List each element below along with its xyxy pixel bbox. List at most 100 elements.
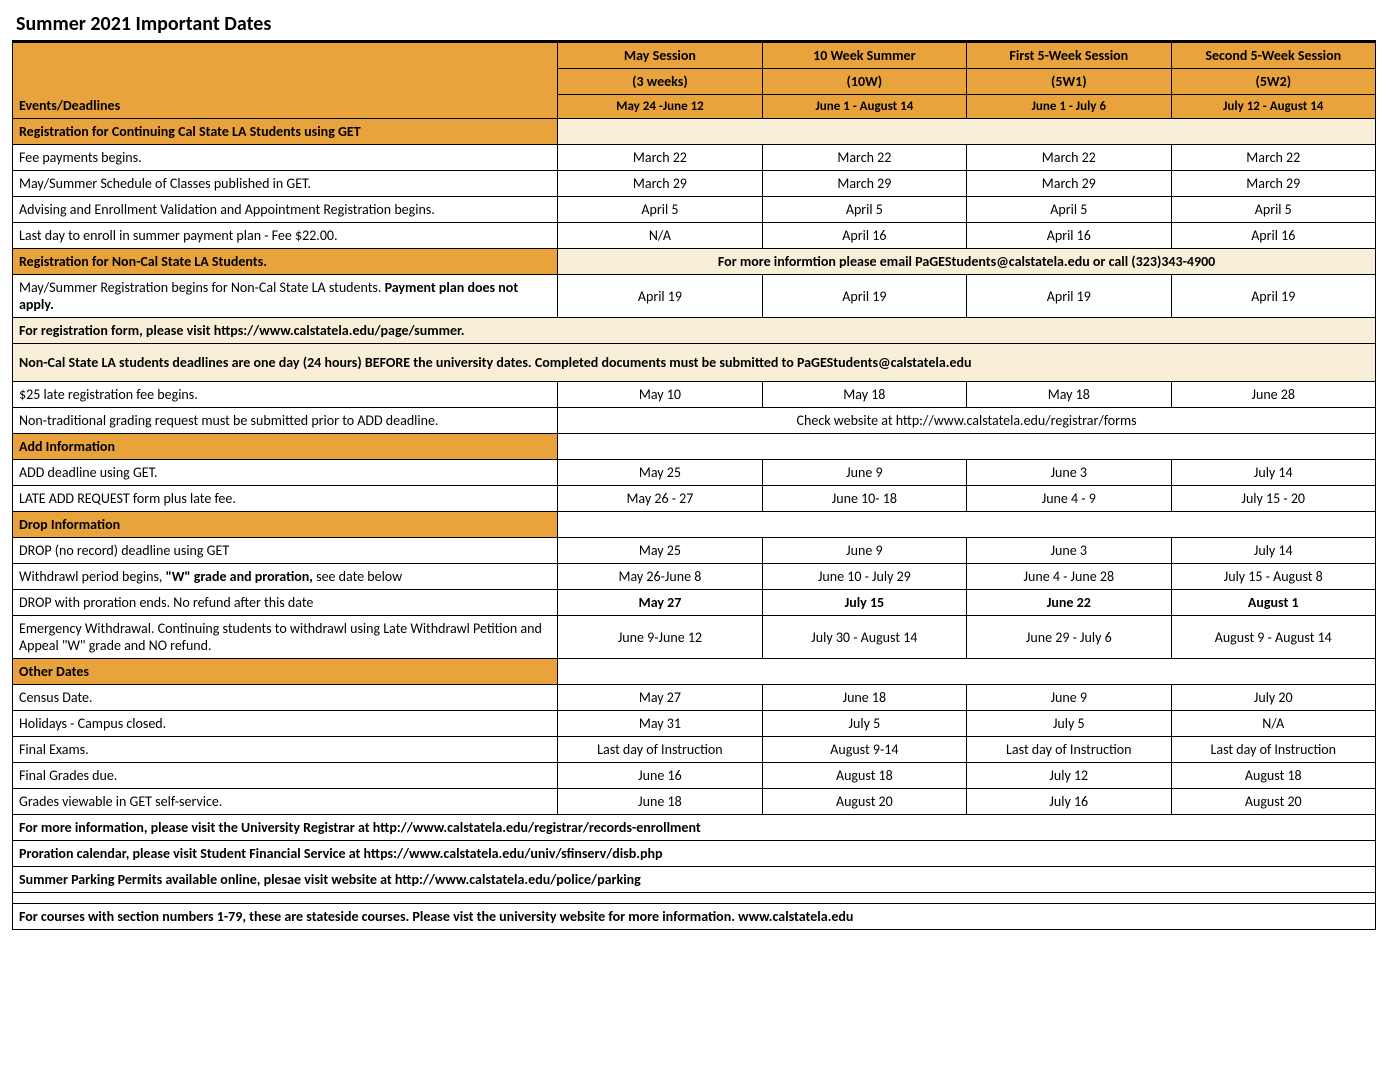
header-session-2-name: First 5-Week Session — [967, 43, 1171, 69]
row-label: May/Summer Schedule of Classes published… — [13, 171, 558, 197]
row-label: Withdrawl period begins, "W" grade and p… — [13, 564, 558, 590]
section-row: Other Dates — [13, 659, 1376, 685]
section-reg-non: Registration for Non-Cal State LA Studen… — [13, 249, 558, 275]
section-blank — [558, 659, 1376, 685]
table-row: Emergency Withdrawal. Continuing student… — [13, 616, 1376, 659]
header-session-1-name: 10 Week Summer — [762, 43, 966, 69]
row-label-part: see date below — [313, 568, 402, 585]
row-cell: July 15 - 20 — [1171, 486, 1375, 512]
table-row: LATE ADD REQUEST form plus late fee. May… — [13, 486, 1376, 512]
table-row: Last day to enroll in summer payment pla… — [13, 223, 1376, 249]
table-row: Fee payments begins. March 22 March 22 M… — [13, 145, 1376, 171]
row-label: DROP (no record) deadline using GET — [13, 538, 558, 564]
row-cell: May 25 — [558, 538, 762, 564]
row-label: LATE ADD REQUEST form plus late fee. — [13, 486, 558, 512]
header-session-3-range: July 12 - August 14 — [1171, 95, 1375, 119]
header-session-0-name: May Session — [558, 43, 762, 69]
table-row: Final Exams. Last day of Instruction Aug… — [13, 737, 1376, 763]
section-row: Drop Information — [13, 512, 1376, 538]
row-label: May/Summer Registration begins for Non-C… — [13, 275, 558, 318]
section-row: For registration form, please visit http… — [13, 318, 1376, 344]
row-label-part: Withdrawl period begins, — [19, 568, 166, 585]
row-label-part: "W" grade and proration, — [166, 568, 313, 585]
row-label: Fee payments begins. — [13, 145, 558, 171]
row-cell: August 9 - August 14 — [1171, 616, 1375, 659]
row-cell: March 22 — [967, 145, 1171, 171]
section-row: Add Information — [13, 434, 1376, 460]
row-cell: June 9-June 12 — [558, 616, 762, 659]
row-cell: March 29 — [1171, 171, 1375, 197]
row-cell: June 18 — [558, 789, 762, 815]
table-row: Census Date. May 27 June 18 June 9 July … — [13, 685, 1376, 711]
row-cell: March 29 — [967, 171, 1171, 197]
footer-text: Summer Parking Permits available online,… — [13, 867, 1376, 893]
row-cell: May 25 — [558, 460, 762, 486]
table-row: $25 late registration fee begins. May 10… — [13, 382, 1376, 408]
row-cell: August 20 — [762, 789, 966, 815]
row-cell: March 22 — [1171, 145, 1375, 171]
section-reg-cont: Registration for Continuing Cal State LA… — [13, 119, 558, 145]
row-cell: Last day of Instruction — [1171, 737, 1375, 763]
section-add-info: Add Information — [13, 434, 558, 460]
row-cell: May 18 — [762, 382, 966, 408]
row-cell: June 9 — [967, 685, 1171, 711]
table-row: Final Grades due. June 16 August 18 July… — [13, 763, 1376, 789]
footer-text: For courses with section numbers 1-79, t… — [13, 904, 1376, 930]
row-cell: Last day of Instruction — [558, 737, 762, 763]
row-cell: N/A — [1171, 711, 1375, 737]
row-cell: April 19 — [558, 275, 762, 318]
table-row: Grades viewable in GET self-service. Jun… — [13, 789, 1376, 815]
row-cell: August 9-14 — [762, 737, 966, 763]
section-row: Registration for Continuing Cal State LA… — [13, 119, 1376, 145]
header-events: Events/Deadlines — [13, 43, 558, 119]
section-blank — [558, 119, 1376, 145]
row-cell: March 29 — [558, 171, 762, 197]
row-cell: April 5 — [967, 197, 1171, 223]
row-cell: May 31 — [558, 711, 762, 737]
row-cell: June 3 — [967, 538, 1171, 564]
row-cell: July 14 — [1171, 538, 1375, 564]
table-row: Withdrawl period begins, "W" grade and p… — [13, 564, 1376, 590]
row-label: Advising and Enrollment Validation and A… — [13, 197, 558, 223]
non-deadline-note: Non-Cal State LA students deadlines are … — [13, 344, 1376, 382]
footer-row: For courses with section numbers 1-79, t… — [13, 904, 1376, 930]
table-row: ADD deadline using GET. May 25 June 9 Ju… — [13, 460, 1376, 486]
row-cell: May 26-June 8 — [558, 564, 762, 590]
footer-separator — [13, 893, 1376, 904]
row-cell: July 16 — [967, 789, 1171, 815]
dates-table: Events/Deadlines May Session 10 Week Sum… — [12, 42, 1376, 930]
row-cell: April 16 — [762, 223, 966, 249]
row-cell: March 22 — [762, 145, 966, 171]
row-cell: June 28 — [1171, 382, 1375, 408]
row-cell: August 20 — [1171, 789, 1375, 815]
footer-row: Summer Parking Permits available online,… — [13, 867, 1376, 893]
footer-row: For more information, please visit the U… — [13, 815, 1376, 841]
row-label-part: May/Summer Registration begins for Non-C… — [19, 279, 385, 296]
section-blank — [558, 434, 1376, 460]
header-session-2-weeks: (5W1) — [967, 69, 1171, 95]
row-cell: May 27 — [558, 590, 762, 616]
table-row: Advising and Enrollment Validation and A… — [13, 197, 1376, 223]
footer-text: Proration calendar, please visit Student… — [13, 841, 1376, 867]
row-label: Last day to enroll in summer payment pla… — [13, 223, 558, 249]
row-label: Holidays - Campus closed. — [13, 711, 558, 737]
header-session-3-name: Second 5-Week Session — [1171, 43, 1375, 69]
section-other: Other Dates — [13, 659, 558, 685]
row-cell: May 26 - 27 — [558, 486, 762, 512]
row-label: Non-traditional grading request must be … — [13, 408, 558, 434]
header-session-0-range: May 24 -June 12 — [558, 95, 762, 119]
row-cell: June 10- 18 — [762, 486, 966, 512]
row-note: Check website at http://www.calstatela.e… — [558, 408, 1376, 434]
row-cell: June 4 - 9 — [967, 486, 1171, 512]
row-label: DROP with proration ends. No refund afte… — [13, 590, 558, 616]
row-cell: Last day of Instruction — [967, 737, 1171, 763]
table-header-row: Events/Deadlines May Session 10 Week Sum… — [13, 43, 1376, 69]
row-label: Emergency Withdrawal. Continuing student… — [13, 616, 558, 659]
section-blank — [558, 512, 1376, 538]
reg-form-note: For registration form, please visit http… — [13, 318, 1376, 344]
row-cell: July 15 — [762, 590, 966, 616]
row-label: Grades viewable in GET self-service. — [13, 789, 558, 815]
row-cell: March 29 — [762, 171, 966, 197]
section-drop-info: Drop Information — [13, 512, 558, 538]
row-cell: July 15 - August 8 — [1171, 564, 1375, 590]
